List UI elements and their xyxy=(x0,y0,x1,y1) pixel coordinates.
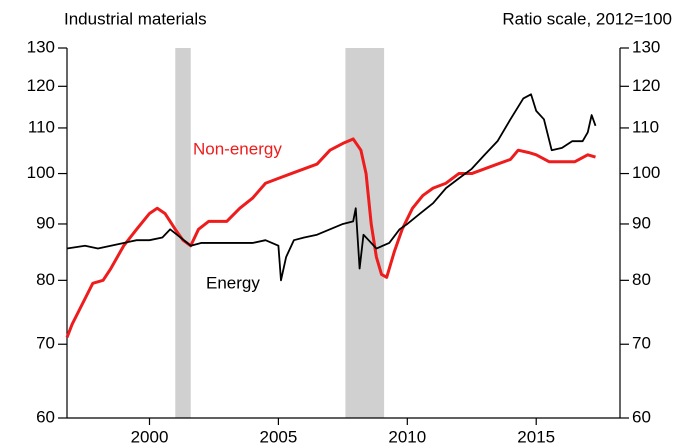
y-tick-label: 120 xyxy=(27,76,55,95)
x-tick-label: 2015 xyxy=(517,427,555,446)
y-tick-label: 90 xyxy=(36,213,55,232)
y-tick-label: 100 xyxy=(27,163,55,182)
y-tick-label: 80 xyxy=(36,270,55,289)
y-tick-label: 110 xyxy=(28,117,55,136)
chart-subtitle: Ratio scale, 2012=100 xyxy=(502,9,672,28)
chart-title: Industrial materials xyxy=(64,9,207,28)
series-label: Energy xyxy=(206,273,260,292)
y-tick-label: 130 xyxy=(27,37,55,56)
x-tick-label: 2005 xyxy=(259,427,297,446)
x-tick-label: 2000 xyxy=(131,427,169,446)
y-tick-label: 70 xyxy=(36,334,55,353)
recession-shade xyxy=(345,48,385,418)
series-label: Non-energy xyxy=(193,139,282,158)
y2-tick-label: 130 xyxy=(632,37,660,56)
recession-shade xyxy=(175,48,191,418)
y2-tick-label: 110 xyxy=(632,117,659,136)
y2-tick-label: 60 xyxy=(632,407,651,426)
y2-tick-label: 80 xyxy=(632,270,651,289)
series-line xyxy=(65,137,596,338)
y2-tick-label: 70 xyxy=(632,334,651,353)
y2-tick-label: 120 xyxy=(632,76,660,95)
x-tick-label: 2010 xyxy=(388,427,426,446)
y2-tick-label: 90 xyxy=(632,213,651,232)
y-tick-label: 60 xyxy=(36,407,55,426)
series-line xyxy=(66,93,597,282)
y2-tick-label: 100 xyxy=(632,163,660,182)
